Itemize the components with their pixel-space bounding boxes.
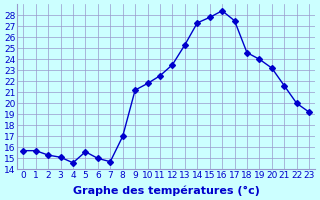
X-axis label: Graphe des températures (°c): Graphe des températures (°c)	[73, 185, 260, 196]
